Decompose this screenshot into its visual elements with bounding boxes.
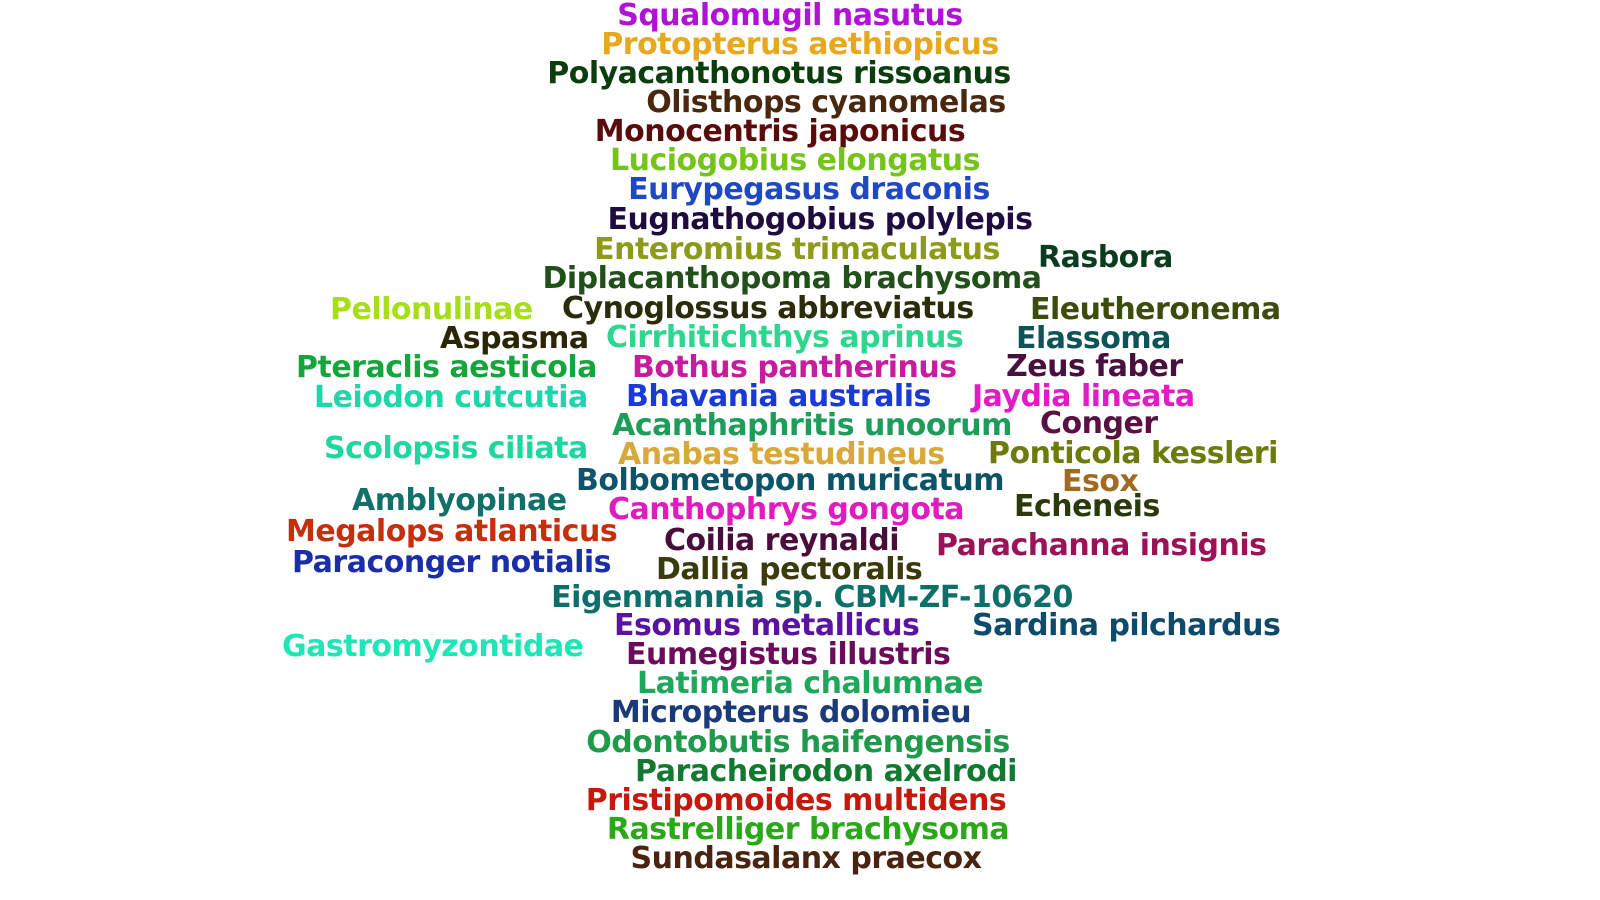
cloud-word: Pteraclis aesticola [296,350,597,385]
cloud-word: Diplacanthopoma brachysoma [542,261,1042,296]
cloud-word: Cirrhitichthys aprinus [606,320,964,355]
cloud-word: Eleutheronema [1030,292,1281,327]
cloud-word: Anabas testudineus [618,437,945,472]
cloud-word: Megalops atlanticus [286,514,618,549]
cloud-word: Odontobutis haifengensis [586,725,1010,760]
cloud-word: Protopterus aethiopicus [601,27,999,62]
cloud-word: Echeneis [1014,489,1160,524]
cloud-word: Sardina pilchardus [972,608,1281,643]
cloud-word: Eigenmannia sp. CBM-ZF-10620 [551,580,1073,615]
cloud-word: Esomus metallicus [614,608,920,643]
cloud-word: Squalomugil nasutus [617,0,963,33]
cloud-word: Elassoma [1016,321,1171,356]
cloud-word: Esox [1062,464,1139,499]
cloud-word: Coilia reynaldi [664,523,900,558]
cloud-word: Rasbora [1038,240,1173,275]
cloud-word: Aspasma [440,321,589,356]
cloud-word: Conger [1040,406,1158,441]
cloud-word: Polyacanthonotus rissoanus [547,56,1011,91]
cloud-word: Paracheirodon axelrodi [635,754,1017,789]
cloud-word: Gastromyzontidae [282,629,584,664]
cloud-word: Jaydia lineata [972,379,1195,414]
cloud-word: Latimeria chalumnae [636,666,984,701]
cloud-word: Acanthaphritis unoorum [612,408,1012,443]
cloud-word: Eumegistus illustris [626,637,951,672]
cloud-word: Leiodon cutcutia [314,380,588,415]
cloud-word: Paraconger notialis [292,545,612,580]
cloud-word: Bhavania australis [626,379,931,414]
cloud-word: Ponticola kessleri [988,436,1278,471]
cloud-word: Amblyopinae [352,483,567,518]
cloud-word: Sundasalanx praecox [630,841,982,876]
cloud-word: Luciogobius elongatus [609,143,981,178]
cloud-word: Parachanna insignis [936,528,1267,563]
cloud-word: Dallia pectoralis [656,552,923,587]
cloud-word: Pristipomoides multidens [585,783,1007,818]
cloud-word: Zeus faber [1006,349,1183,384]
cloud-word: Micropterus dolomieu [610,695,972,730]
cloud-word: Rastrelliger brachysoma [606,812,1010,847]
cloud-word: Bolbometopon muricatum [576,463,1004,498]
cloud-word: Bothus pantherinus [632,350,957,385]
cloud-word: Monocentris japonicus [594,114,966,149]
cloud-word: Eurypegasus draconis [628,172,990,207]
cloud-word: Olisthops cyanomelas [646,85,1006,120]
cloud-word: Eugnathogobius polylepis [607,202,1033,237]
cloud-word: Cynoglossus abbreviatus [562,291,974,326]
cloud-word: Canthophrys gongota [608,492,965,527]
cloud-word: Pellonulinae [330,292,533,327]
cloud-word: Enteromius trimaculatus [594,232,1000,267]
cloud-word: Scolopsis ciliata [324,431,588,466]
